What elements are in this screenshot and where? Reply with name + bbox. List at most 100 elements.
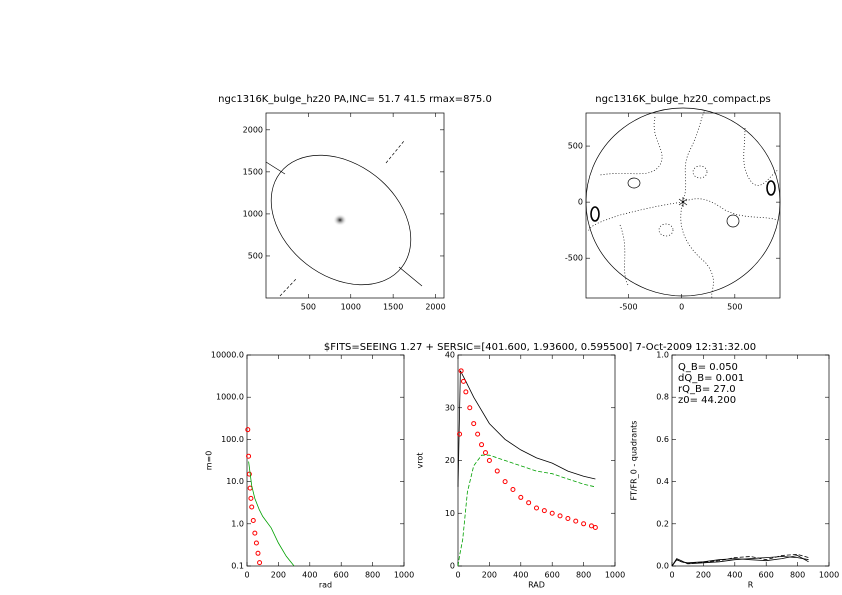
x-tick-label: 0 xyxy=(244,571,249,580)
x-tick-label: 400 xyxy=(727,571,742,580)
x-tick-label: -500 xyxy=(619,303,637,312)
x-tick-label: 1000 xyxy=(341,303,361,312)
data-point xyxy=(588,523,594,529)
data-point xyxy=(458,368,464,374)
y-tick-label: 2000 xyxy=(243,125,263,134)
x-tick-label: 400 xyxy=(302,571,317,580)
annotation: z0= 44.200 xyxy=(678,395,736,406)
data-point xyxy=(581,521,587,527)
data-point xyxy=(255,550,261,556)
x-tick-label: 200 xyxy=(696,571,711,580)
data-point xyxy=(482,450,488,456)
data-point xyxy=(549,510,555,516)
data-point xyxy=(494,468,500,474)
y-tick-label: 0 xyxy=(450,562,455,571)
data-line xyxy=(457,454,596,567)
x-tick-label: 0 xyxy=(669,571,674,580)
x-tick-label: 600 xyxy=(545,571,560,580)
y-tick-label: 1.0 xyxy=(656,351,669,360)
data-point xyxy=(541,508,547,514)
y-tick-label: 30 xyxy=(445,403,455,412)
data-point xyxy=(249,504,255,510)
x-tick-label: 500 xyxy=(301,303,316,312)
chart-title: ngc1316K_bulge_hz20_compact.ps xyxy=(595,94,770,105)
data-point xyxy=(565,516,571,522)
y-tick-label: 1000.0 xyxy=(216,393,244,402)
chart-title: ngc1316K_bulge_hz20 PA,INC= 51.7 41.5 rm… xyxy=(218,94,492,105)
data-point xyxy=(510,487,516,493)
data-point xyxy=(475,431,481,437)
data-point xyxy=(457,431,463,437)
data-point xyxy=(252,530,258,536)
data-point xyxy=(526,500,532,506)
annotation: rQ_B= 27.0 xyxy=(678,384,736,395)
y-tick-label: 500 xyxy=(568,142,583,151)
data-point xyxy=(479,442,485,448)
data-line xyxy=(457,370,596,487)
header: $FITS=SEEING 1.27 + SERSIC=[401.600, 1.9… xyxy=(324,342,756,353)
data-point xyxy=(246,471,252,477)
x-tick-label: 200 xyxy=(271,571,286,580)
contour-map xyxy=(585,107,781,299)
data-point xyxy=(246,453,252,459)
data-point xyxy=(592,524,598,530)
data-point xyxy=(250,517,256,523)
x-tick-label: 200 xyxy=(482,571,497,580)
data-point xyxy=(502,479,508,485)
data-point xyxy=(557,513,563,519)
y-tick-label: 0.0 xyxy=(656,562,669,571)
x-tick-label: 800 xyxy=(576,571,591,580)
y-tick-label: 1500 xyxy=(243,167,263,176)
x-tick-label: 1000 xyxy=(394,571,414,580)
x-tick-label: 400 xyxy=(513,571,528,580)
plot-frame xyxy=(457,354,616,567)
plot-frame xyxy=(246,354,405,567)
data-point xyxy=(534,505,539,511)
data-point xyxy=(460,378,466,384)
data-point xyxy=(518,494,524,500)
annotation: dQ_B= 0.001 xyxy=(678,373,744,384)
data-line xyxy=(671,556,809,567)
y-tick-label: 0.2 xyxy=(656,519,669,528)
data-point xyxy=(247,485,253,491)
data-point xyxy=(573,518,579,524)
x-tick-label: 1000 xyxy=(605,571,625,580)
x-tick-label: 600 xyxy=(334,571,349,580)
x-tick-label: 800 xyxy=(790,571,805,580)
data-point xyxy=(463,389,469,395)
data-point xyxy=(253,540,259,546)
y-tick-label: 500 xyxy=(248,251,263,260)
x-tick-label: 1500 xyxy=(383,303,403,312)
y-tick-label: 0.4 xyxy=(656,477,669,486)
y-tick-label: 1.0 xyxy=(231,519,244,528)
plot-frame xyxy=(265,112,445,299)
data-line xyxy=(671,553,809,567)
y-axis-label: m=0 xyxy=(205,451,214,471)
x-tick-label: 2000 xyxy=(425,303,445,312)
y-tick-label: 0.1 xyxy=(231,562,244,571)
plot-frame xyxy=(671,354,830,567)
y-tick-label: 0.8 xyxy=(656,393,669,402)
data-point xyxy=(471,421,477,427)
x-tick-label: 600 xyxy=(759,571,774,580)
y-tick-label: 20 xyxy=(445,456,455,465)
data-line xyxy=(248,461,295,567)
y-tick-label: 0.6 xyxy=(656,435,669,444)
data-point xyxy=(248,495,254,501)
x-tick-label: 0 xyxy=(455,571,460,580)
y-axis-label: FT/FR_0 - quadrants xyxy=(630,421,639,501)
y-tick-label: 1000 xyxy=(243,209,263,218)
y-axis-label: vrot xyxy=(416,453,425,469)
y-tick-label: 10000.0 xyxy=(211,351,244,360)
annotation: Q_B= 0.050 xyxy=(678,362,738,373)
x-tick-label: 0 xyxy=(679,303,684,312)
x-axis-label: R xyxy=(748,581,754,590)
x-tick-label: 500 xyxy=(727,303,742,312)
data-point xyxy=(486,458,492,463)
x-tick-label: 800 xyxy=(365,571,380,580)
y-tick-label: 10 xyxy=(445,509,455,518)
data-point xyxy=(257,560,263,566)
x-tick-label: 1000 xyxy=(819,571,839,580)
data-point xyxy=(467,405,473,411)
